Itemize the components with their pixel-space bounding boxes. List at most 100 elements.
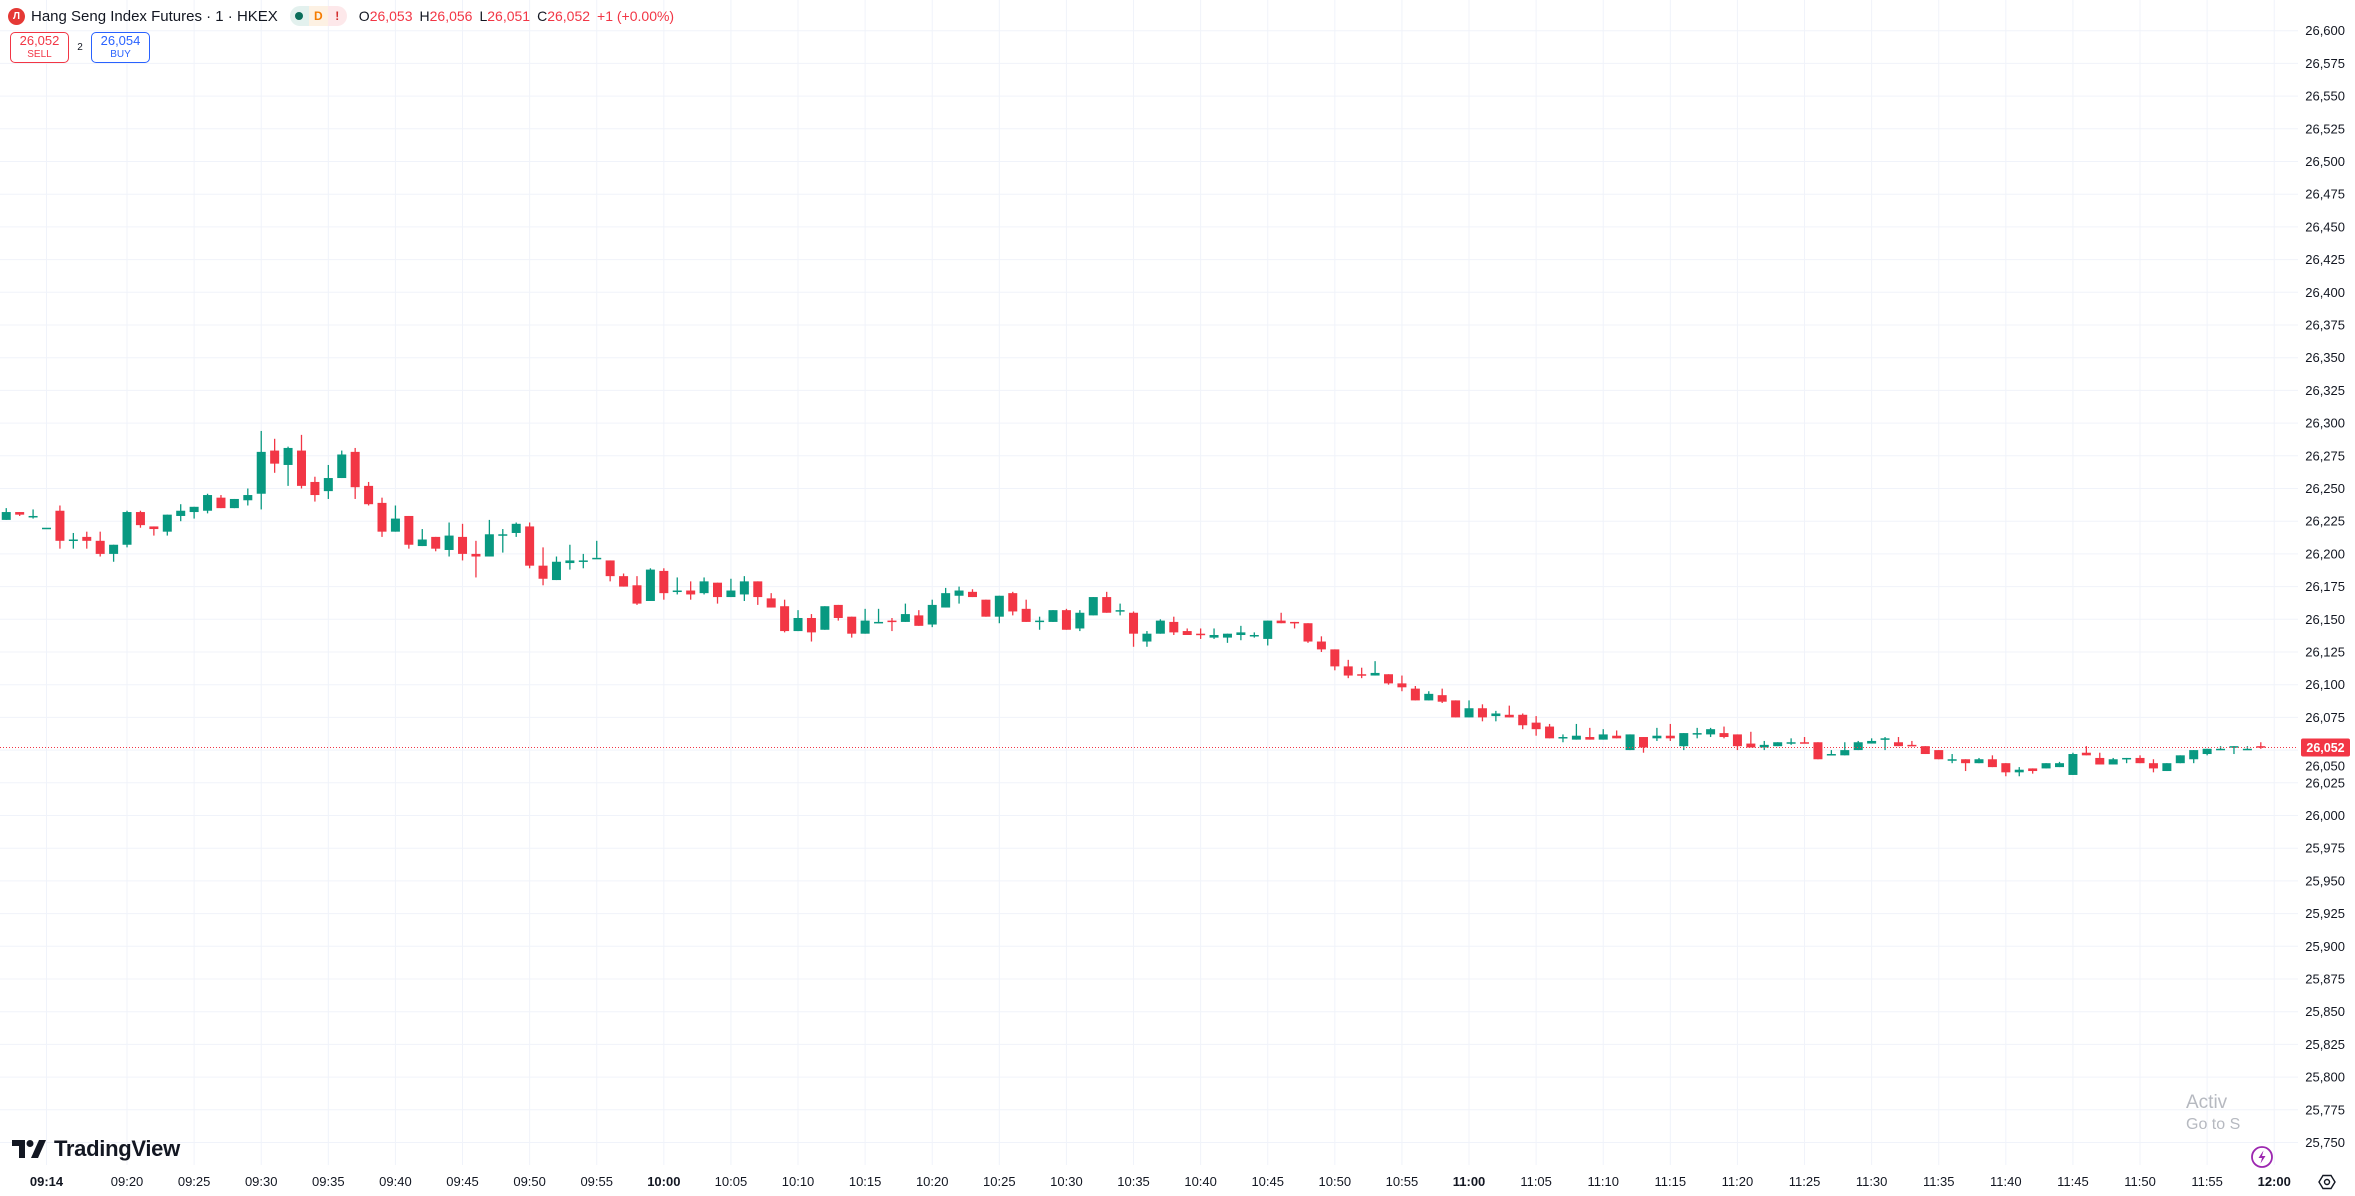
candle-down (1893, 737, 1903, 747)
candle-up (2068, 752, 2078, 775)
candle-body (1558, 737, 1568, 739)
candle-body (967, 591, 977, 598)
symbol-logo-icon: Л (8, 7, 25, 25)
candle-down (1303, 623, 1313, 643)
time-tick-label: 09:45 (446, 1174, 479, 1189)
candle-body (592, 557, 602, 560)
price-tick-label: 26,100 (2305, 677, 2345, 692)
time-tick-label: 11:10 (1587, 1174, 1619, 1189)
candle-body (1397, 683, 1407, 688)
candle-down (1196, 628, 1206, 639)
status-pills[interactable]: D ! (289, 6, 347, 26)
price-tick-label: 26,000 (2305, 808, 2345, 823)
candle-body (1853, 742, 1863, 751)
candle-body (1759, 744, 1769, 748)
candle-body (1142, 633, 1152, 642)
candle-body (981, 599, 991, 617)
candle-up (42, 527, 52, 530)
candle-body (1451, 700, 1461, 718)
price-tick-label: 26,325 (2305, 383, 2345, 398)
candle-up (229, 498, 239, 509)
candle-up (256, 430, 266, 510)
time-axis[interactable]: 09:14 09:20 09:25 09:30 09:35 09:40 09:45 09:50… (30, 1174, 2291, 1189)
candle-body (1920, 746, 1930, 755)
symbol-title[interactable]: Hang Seng Index Futures · 1 · HKEX (31, 7, 278, 25)
candle-down (1276, 612, 1286, 624)
time-tick-label: 09:20 (111, 1174, 144, 1189)
candle-body (189, 506, 199, 513)
candle-body (1, 512, 11, 520)
candle-body (404, 515, 414, 545)
candle-down (1934, 750, 1944, 760)
candle-up (2202, 748, 2212, 756)
candle-body (109, 544, 119, 554)
candle-up (900, 603, 910, 622)
candle-up (1424, 691, 1434, 701)
candle-body (2189, 750, 2199, 760)
candle-body (1598, 734, 1608, 740)
buy-button[interactable]: 26,054 BUY (91, 32, 150, 63)
lightning-icon[interactable] (2250, 1145, 2274, 1169)
price-axis[interactable]: 26,600 26,575 26,550 26,525 26,500 26,475 26,4… (2305, 23, 2345, 1150)
candle-down (1343, 659, 1353, 679)
candle-down (1384, 674, 1394, 685)
candle-down (1518, 713, 1528, 730)
candle-down (2001, 763, 2011, 777)
candle-up (1222, 633, 1232, 643)
price-tick-label: 25,850 (2305, 1004, 2345, 1019)
candle-body (162, 514, 172, 532)
price-tick-label: 26,500 (2305, 154, 2345, 169)
candle-body (2095, 757, 2105, 765)
tradingview-wordmark: TradingView (54, 1136, 180, 1161)
candle-body (484, 534, 494, 557)
price-tick-label: 26,125 (2305, 645, 2345, 660)
candle-up (672, 577, 682, 595)
candle-body (42, 527, 52, 530)
candle-body (243, 495, 253, 501)
candle-body (994, 595, 1004, 617)
candle-down (1437, 688, 1447, 704)
candle-body (95, 540, 105, 554)
candle-body (2229, 746, 2239, 748)
delayed-data-badge[interactable]: D (308, 6, 328, 26)
candle-body (1129, 612, 1139, 634)
candle-down (2135, 755, 2145, 764)
candle-body (511, 523, 521, 533)
candle-body (1236, 632, 1246, 635)
candle-body (1290, 621, 1300, 624)
candle-up (2122, 757, 2132, 764)
candle-up (726, 578, 736, 598)
price-tick-label: 26,225 (2305, 514, 2345, 529)
candle-body (1424, 693, 1434, 701)
time-tick-label: 11:40 (1990, 1174, 2022, 1189)
candle-down (1129, 611, 1139, 647)
candle-body (390, 518, 400, 532)
candle-down (1800, 737, 1810, 744)
tradingview-logo[interactable]: TradingView (12, 1136, 180, 1162)
ohlc-values: O26,053 H26,056 L26,051 C26,052 +1 (+0.0… (359, 8, 674, 24)
candle-body (2148, 763, 2158, 769)
change-value: +1 (+0.00%) (597, 8, 675, 24)
candle-body (1075, 612, 1085, 629)
candle-down (1021, 599, 1031, 622)
price-tick-label: 26,350 (2305, 350, 2345, 365)
time-tick-label: 10:50 (1319, 1174, 1352, 1189)
warning-badge[interactable]: ! (327, 6, 347, 26)
time-tick-label: 10:45 (1251, 1174, 1284, 1189)
candle-body (283, 447, 293, 465)
candle-down (1451, 700, 1461, 718)
candle-body (1182, 631, 1192, 635)
market-open-icon[interactable] (289, 6, 309, 26)
candle-body (1518, 714, 1528, 726)
candle-down (753, 581, 763, 605)
settings-gear-icon[interactable] (2318, 1173, 2336, 1191)
candle-up (699, 577, 709, 595)
sell-button[interactable]: 26,052 SELL (10, 32, 69, 63)
time-tick-label: 09:40 (379, 1174, 412, 1189)
candle-body (2256, 746, 2266, 748)
candle-body (28, 515, 38, 518)
candle-down (296, 434, 306, 489)
candle-body (2162, 763, 2172, 772)
candle-down (1719, 726, 1729, 739)
